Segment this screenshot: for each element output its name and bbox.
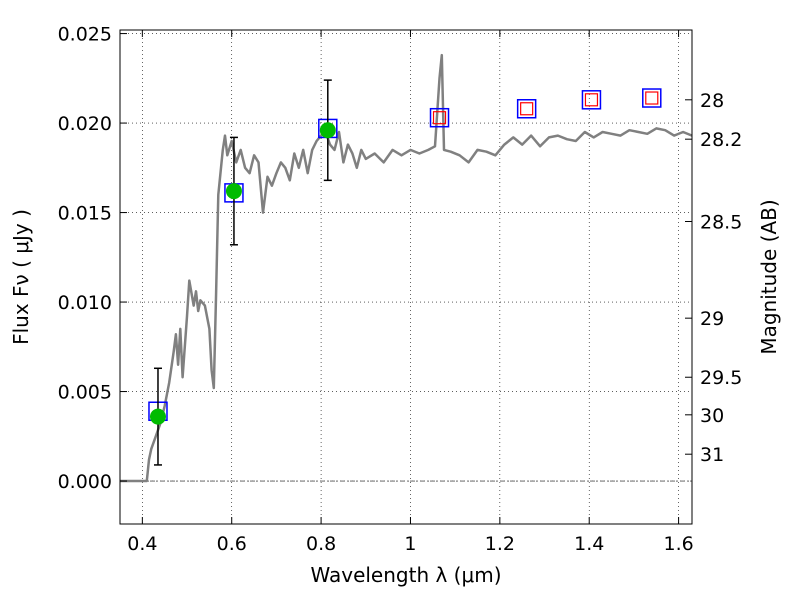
y-tick-label: 0.000 xyxy=(58,471,112,493)
right-tick-label: 28 xyxy=(700,90,724,112)
y-tick-label: 0.010 xyxy=(58,292,112,314)
data-series xyxy=(120,53,693,483)
y-tick-label: 0.015 xyxy=(58,203,112,225)
plot-frame xyxy=(119,29,693,525)
x-tick-label: 1.6 xyxy=(663,533,693,555)
model-flux-square xyxy=(516,99,537,119)
upper-limit-square xyxy=(645,91,659,105)
right-axis-title: Magnitude (AB) xyxy=(757,199,781,354)
right-tick-label: 29 xyxy=(700,308,724,330)
observed-flux-point xyxy=(319,122,336,139)
y-tick-label: 0.020 xyxy=(58,113,112,135)
right-tick-label: 28.2 xyxy=(700,129,742,151)
model-flux-square xyxy=(429,107,450,128)
axis-ticks: 0.4 0.6 0.8 1 1.2 1.4 1.6 0.000 0.005 0.010 0.015 0… xyxy=(58,24,743,555)
upper-limit-square xyxy=(432,111,447,125)
x-tick-label: 0.8 xyxy=(306,533,336,555)
x-tick-label: 1.4 xyxy=(574,533,604,555)
right-tick-label: 28.5 xyxy=(700,212,742,234)
model-flux-square xyxy=(581,90,602,110)
spectrum-line xyxy=(120,53,693,483)
x-tick-label: 1.2 xyxy=(485,533,515,555)
model-flux-square xyxy=(642,88,662,108)
upper-limit-square xyxy=(520,102,534,116)
y-tick-label: 0.005 xyxy=(58,382,112,404)
observed-flux-point xyxy=(149,408,166,425)
upper-limit-square xyxy=(584,93,599,107)
x-tick-label: 0.4 xyxy=(127,533,157,555)
x-tick-label: 0.6 xyxy=(217,533,247,555)
observed-flux-point xyxy=(225,183,242,200)
right-tick-label: 29.5 xyxy=(700,367,742,389)
x-tick-label: 1 xyxy=(404,533,416,555)
x-axis-title: Wavelength λ (μm) xyxy=(310,563,501,587)
right-tick-label: 30 xyxy=(700,405,724,427)
grid-lines xyxy=(120,30,692,524)
right-tick-label: 31 xyxy=(700,444,724,466)
y-axis-title: Flux Fν ( μJy ) xyxy=(9,209,33,345)
y-tick-label: 0.025 xyxy=(58,24,112,46)
